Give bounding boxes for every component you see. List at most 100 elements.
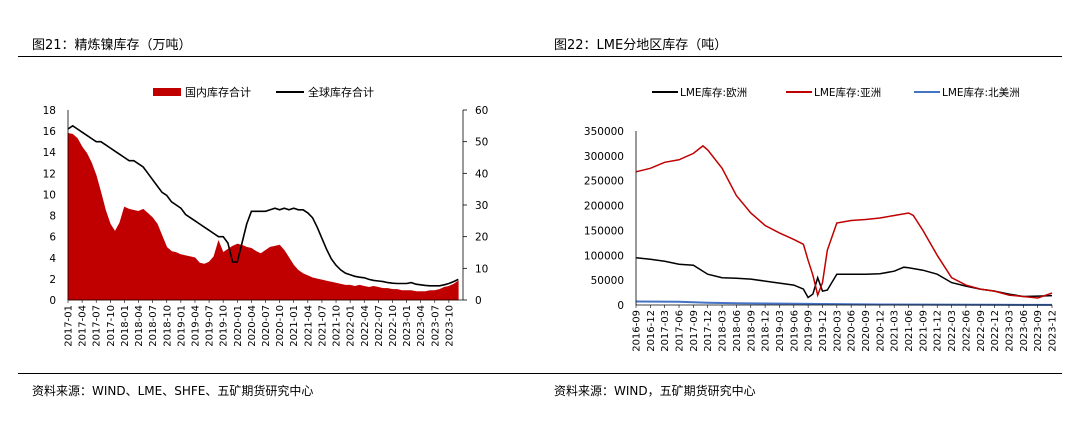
x-tick-label: 2020-07 bbox=[261, 305, 272, 347]
series-line-1 bbox=[635, 144, 1053, 299]
x-tick-label: 2020-03 bbox=[832, 310, 843, 352]
x-tick-label: 2021-03 bbox=[890, 310, 901, 352]
right-bottom-rule bbox=[540, 373, 1062, 374]
x-tick-label: 2023-06 bbox=[1019, 310, 1030, 352]
x-tick-label: 2017-10 bbox=[106, 305, 117, 347]
y-left-tick-label: 12 bbox=[43, 168, 56, 180]
x-tick-label: 2018-10 bbox=[162, 305, 173, 347]
x-tick-label: 2020-06 bbox=[847, 310, 858, 352]
x-tick-label: 2022-06 bbox=[961, 310, 972, 352]
x-tick-label: 2018-06 bbox=[732, 310, 743, 352]
series-line-global bbox=[67, 124, 459, 287]
x-tick-label: 2017-09 bbox=[689, 310, 700, 352]
left-source-note: 资料来源：WIND、LME、SHFE、五矿期货研究中心 bbox=[32, 384, 314, 398]
x-tick-label: 2020-04 bbox=[247, 305, 258, 347]
x-tick-label: 2023-03 bbox=[1005, 310, 1016, 352]
y-left-tick-label: 4 bbox=[49, 253, 56, 265]
left-chart: 国内库存合计 全球库存合计 0 2 4 6 8 10 12 14 16 18 0 10 20 30 40 50 60… bbox=[43, 85, 489, 347]
legend-label-series: LME库存:欧洲 bbox=[680, 86, 747, 99]
x-tick-label: 2018-04 bbox=[134, 305, 145, 347]
x-tick-label: 2018-09 bbox=[746, 310, 757, 352]
y-right-tick-label: 20 bbox=[475, 232, 488, 244]
x-tick-label: 2017-06 bbox=[675, 310, 686, 352]
x-tick-label: 2022-10 bbox=[388, 305, 399, 347]
x-tick-label: 2021-01 bbox=[289, 305, 300, 347]
x-tick-label: 2022-01 bbox=[346, 305, 357, 347]
x-tick-label: 2018-03 bbox=[718, 310, 729, 352]
x-tick-label: 2018-12 bbox=[761, 310, 772, 352]
y-tick-label: 250000 bbox=[584, 176, 624, 188]
x-tick-label: 2023-07 bbox=[430, 305, 441, 347]
y-left-tick-label: 10 bbox=[43, 189, 56, 201]
series-line-2 bbox=[635, 300, 1053, 306]
y-tick-label: 150000 bbox=[584, 225, 624, 237]
x-tick-label: 2023-01 bbox=[402, 305, 413, 347]
x-tick-label: 2020-09 bbox=[861, 310, 872, 352]
x-tick-label: 2018-01 bbox=[120, 305, 131, 347]
right-top-rule bbox=[540, 56, 1062, 57]
y-left-tick-label: 18 bbox=[43, 105, 56, 117]
right-chart: LME库存:欧洲 LME库存:亚洲 LME库存:北美洲 0 50000 100000 150… bbox=[584, 86, 1059, 352]
legend-label-series: LME库存:北美洲 bbox=[942, 86, 1020, 99]
y-left-tick-label: 8 bbox=[49, 211, 56, 223]
x-tick-label: 2021-12 bbox=[933, 310, 944, 352]
x-tick-label: 2023-12 bbox=[1048, 310, 1059, 352]
y-left-tick-label: 14 bbox=[43, 147, 57, 159]
x-tick-label: 2017-03 bbox=[660, 310, 671, 352]
x-tick-label: 2022-07 bbox=[374, 305, 385, 347]
x-tick-label: 2016-12 bbox=[646, 310, 657, 352]
x-tick-label: 2019-01 bbox=[176, 305, 187, 347]
left-figure-panel: 图21：精炼镍库存（万吨） 国内库存合计 全球库存合计 0 2 4 6 8 10 12 14 16 1… bbox=[18, 0, 540, 432]
x-tick-label: 2019-10 bbox=[219, 305, 230, 347]
legend-swatch-domestic bbox=[153, 88, 181, 96]
y-tick-label: 200000 bbox=[584, 201, 624, 213]
y-right-tick-label: 30 bbox=[475, 200, 488, 212]
y-right-tick-label: 60 bbox=[475, 105, 488, 117]
x-tick-label: 2020-01 bbox=[233, 305, 244, 347]
y-tick-label: 350000 bbox=[584, 126, 624, 138]
x-tick-label: 2019-04 bbox=[191, 305, 202, 347]
x-tick-label: 2017-12 bbox=[703, 310, 714, 352]
right-figure-title: 图22：LME分地区库存（吨） bbox=[554, 38, 728, 53]
x-tick-label: 2019-12 bbox=[818, 310, 829, 352]
x-tick-label: 2021-04 bbox=[303, 305, 314, 347]
legend-label-global: 全球库存合计 bbox=[308, 85, 374, 99]
y-right-tick-label: 40 bbox=[475, 168, 488, 180]
y-left-tick-label: 16 bbox=[43, 126, 57, 138]
x-tick-label: 2021-06 bbox=[904, 310, 915, 352]
x-tick-label: 2019-06 bbox=[789, 310, 800, 352]
x-tick-label: 2021-09 bbox=[918, 310, 929, 352]
x-tick-label: 2018-07 bbox=[148, 305, 159, 347]
series-line-0 bbox=[635, 257, 1053, 299]
y-tick-label: 50000 bbox=[591, 275, 624, 287]
x-tick-label: 2021-10 bbox=[332, 305, 343, 347]
left-bottom-rule bbox=[18, 373, 540, 374]
y-right-tick-label: 10 bbox=[475, 263, 488, 275]
x-tick-label: 2020-10 bbox=[275, 305, 286, 347]
x-tick-label: 2019-03 bbox=[775, 310, 786, 352]
x-tick-label: 2019-09 bbox=[804, 310, 815, 352]
y-tick-label: 0 bbox=[617, 300, 624, 312]
left-figure-title: 图21：精炼镍库存（万吨） bbox=[32, 38, 192, 53]
x-tick-label: 2017-07 bbox=[92, 305, 103, 347]
y-left-tick-label: 0 bbox=[49, 295, 56, 307]
y-left-tick-label: 2 bbox=[49, 274, 56, 286]
x-tick-label: 2020-12 bbox=[875, 310, 886, 352]
y-tick-label: 100000 bbox=[584, 250, 624, 262]
y-right-tick-label: 0 bbox=[475, 295, 482, 307]
x-tick-label: 2022-04 bbox=[360, 305, 371, 347]
right-source-note: 资料来源：WIND，五矿期货研究中心 bbox=[554, 384, 756, 398]
x-tick-label: 2022-09 bbox=[976, 310, 987, 352]
x-tick-label: 2016-09 bbox=[632, 310, 643, 352]
x-tick-label: 2023-04 bbox=[416, 305, 427, 347]
x-tick-label: 2023-09 bbox=[1033, 310, 1044, 352]
legend-label-series: LME库存:亚洲 bbox=[814, 86, 881, 99]
x-tick-label: 2022-12 bbox=[990, 310, 1001, 352]
y-tick-label: 300000 bbox=[584, 151, 624, 163]
x-tick-label: 2017-04 bbox=[78, 305, 89, 347]
x-tick-label: 2017-01 bbox=[64, 305, 75, 347]
series-area-domestic bbox=[67, 132, 459, 301]
y-right-tick-label: 50 bbox=[475, 137, 488, 149]
right-figure-panel: 图22：LME分地区库存（吨） LME库存:欧洲 LME库存:亚洲 LME库存:北美… bbox=[540, 0, 1062, 432]
y-left-tick-label: 6 bbox=[49, 232, 56, 244]
